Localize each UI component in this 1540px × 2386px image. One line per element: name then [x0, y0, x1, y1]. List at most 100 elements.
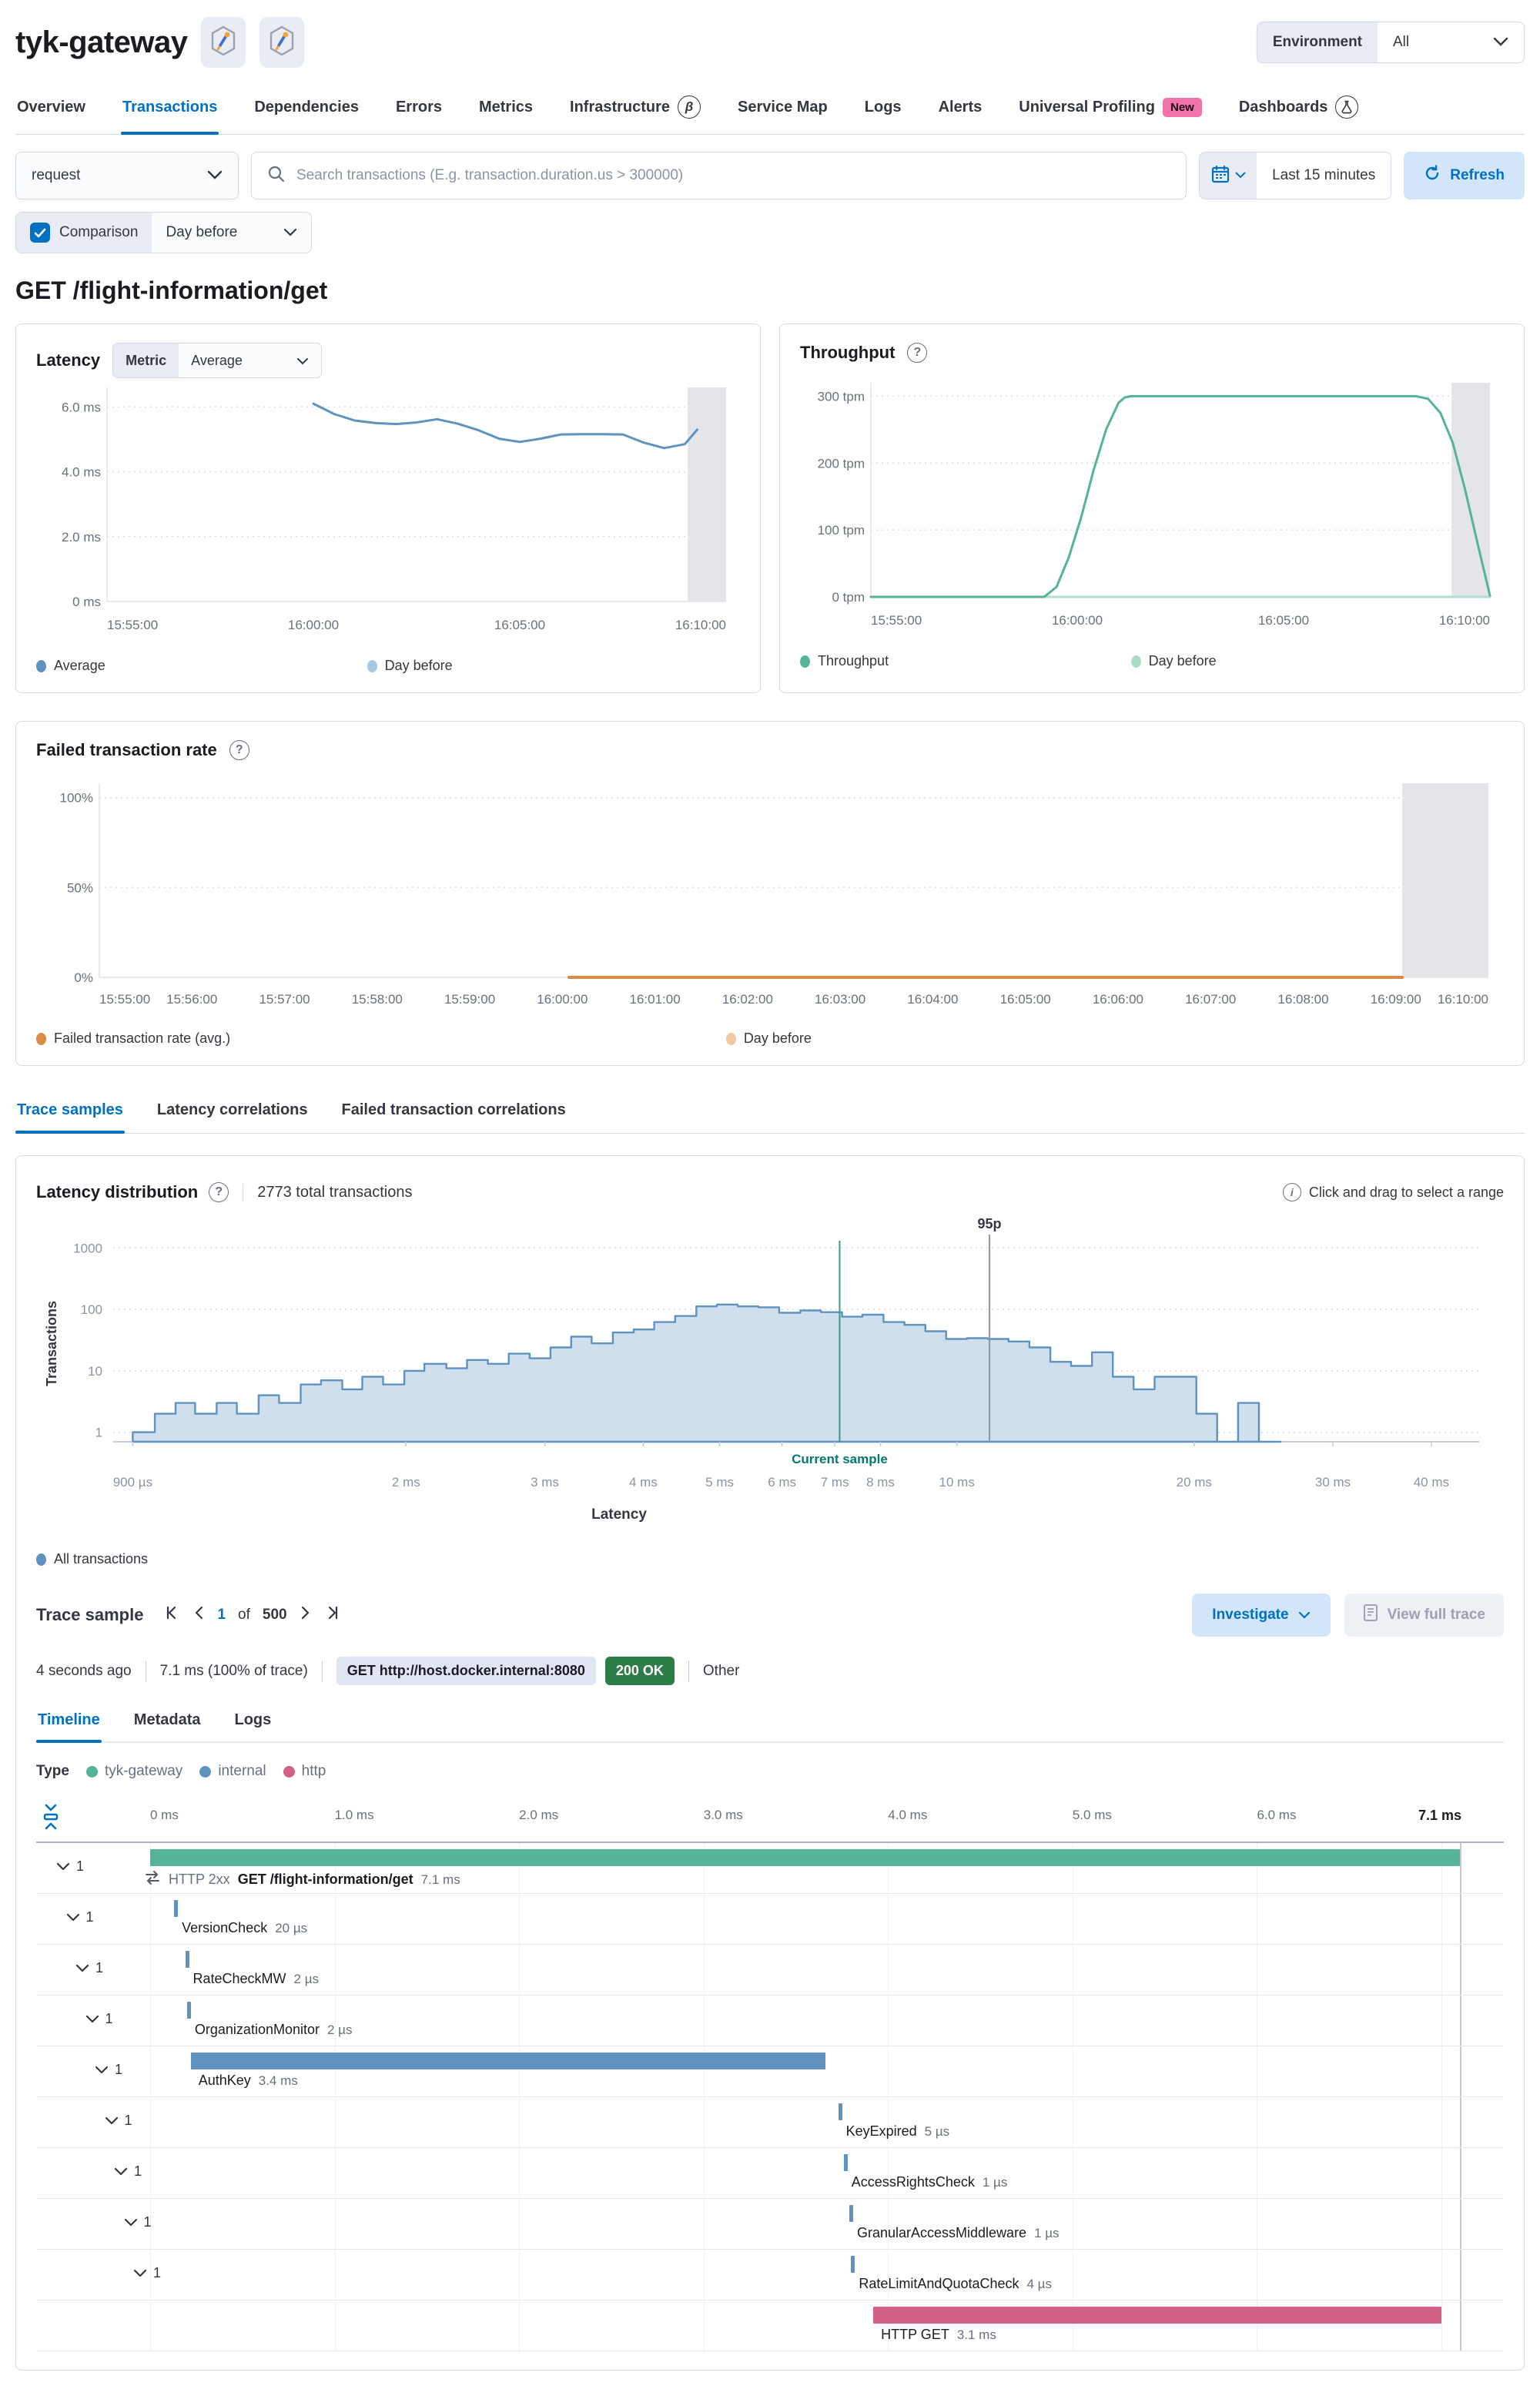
- beta-icon: β: [678, 96, 701, 119]
- waterfall-row[interactable]: 1 KeyExpired 5 µs: [36, 2097, 1504, 2148]
- agent-icon-button-2[interactable]: [259, 17, 305, 68]
- svg-text:100 tpm: 100 tpm: [818, 523, 865, 538]
- tab-trace-samples[interactable]: Trace samples: [15, 1097, 125, 1134]
- expand-toggle[interactable]: 1: [114, 2163, 142, 2180]
- trace-url-badge[interactable]: GET http://host.docker.internal:8080: [336, 1657, 596, 1685]
- trace-tab-timeline[interactable]: Timeline: [36, 1708, 102, 1743]
- span-bar-accessrightscheck[interactable]: [843, 2154, 848, 2171]
- date-picker[interactable]: Last 15 minutes: [1199, 152, 1392, 199]
- tab-universal-profiling[interactable]: Universal Profiling New: [1017, 88, 1204, 134]
- svg-text:6.0 ms: 6.0 ms: [62, 400, 101, 414]
- waterfall-row[interactable]: 1 HTTP 2xx GET /flight-information/get 7.1 …: [36, 1843, 1504, 1894]
- comparison-select[interactable]: Day before: [152, 213, 312, 253]
- next-page-icon[interactable]: [300, 1605, 312, 1625]
- waterfall-row[interactable]: HTTP GET 3.1 ms: [36, 2301, 1504, 2351]
- span-bar-keyexpired[interactable]: [838, 2103, 842, 2120]
- waterfall-row[interactable]: 1 VersionCheck 20 µs: [36, 1894, 1504, 1945]
- tab-transactions[interactable]: Transactions: [120, 88, 219, 135]
- failed-rate-legend: Failed transaction rate (avg.) Day before: [36, 1030, 1504, 1047]
- prev-page-icon[interactable]: [192, 1605, 205, 1625]
- svg-text:16:09:00: 16:09:00: [1371, 992, 1421, 1007]
- tab-infrastructure[interactable]: Infrastructure β: [568, 88, 702, 134]
- waterfall-row[interactable]: 1 AuthKey 3.4 ms: [36, 2046, 1504, 2097]
- expand-toggle[interactable]: 1: [124, 2214, 152, 2230]
- environment-label: Environment: [1257, 22, 1378, 62]
- trace-tab-logs[interactable]: Logs: [234, 1711, 272, 1728]
- tab-overview[interactable]: Overview: [17, 98, 85, 116]
- latency-legend: Average Day before: [36, 658, 740, 674]
- type-dot-icon: [199, 1765, 212, 1778]
- legend-average[interactable]: Average: [36, 658, 367, 674]
- comparison-label: Comparison: [59, 224, 139, 240]
- legend-failed-transaction-rate-avg-[interactable]: Failed transaction rate (avg.): [36, 1030, 726, 1047]
- failed-rate-chart[interactable]: 0% 50% 100% 15:55:00 15:56:00 15:57:00 15:58:0…: [36, 768, 1502, 1022]
- tab-errors[interactable]: Errors: [395, 98, 442, 116]
- trace-status-badge[interactable]: 200 OK: [604, 1657, 675, 1685]
- expand-toggle[interactable]: 1: [85, 2011, 113, 2027]
- span-bar-granularaccessmiddleware[interactable]: [849, 2205, 853, 2222]
- expand-toggle[interactable]: 1: [105, 2113, 132, 2129]
- comparison-checkbox[interactable]: [30, 223, 50, 243]
- trace-tab-metadata[interactable]: Metadata: [133, 1711, 201, 1728]
- time-range-button[interactable]: Last 15 minutes: [1257, 152, 1391, 199]
- legend-day-before[interactable]: Day before: [725, 1030, 812, 1047]
- latency-metric-select[interactable]: Metric Average: [112, 343, 322, 378]
- time-range-value: Last 15 minutes: [1272, 167, 1376, 183]
- tab-metrics[interactable]: Metrics: [478, 98, 534, 116]
- first-page-icon[interactable]: [165, 1605, 180, 1625]
- help-icon[interactable]: ?: [229, 740, 249, 760]
- span-bar-authkey[interactable]: [190, 2053, 825, 2069]
- svg-text:15:55:00: 15:55:00: [871, 613, 922, 628]
- latency-panel: Latency Metric Average 0 ms 2.0 ms 4.0 ms 6…: [15, 323, 761, 693]
- comparison-value: Day before: [166, 224, 238, 240]
- span-bar-ratelimitandquotacheck[interactable]: [851, 2256, 855, 2273]
- expand-toggle[interactable]: 1: [56, 1858, 84, 1875]
- latency-distribution-chart[interactable]: 1 10 100 1000 Transactions 95p Current sample 9…: [36, 1215, 1502, 1546]
- expand-toggle[interactable]: 1: [133, 2265, 161, 2281]
- investigate-button[interactable]: Investigate: [1192, 1593, 1331, 1637]
- distribution-legend: All transactions: [36, 1551, 148, 1567]
- expand-toggle[interactable]: 1: [95, 2062, 122, 2078]
- legend-day-before[interactable]: Day before: [367, 658, 453, 674]
- tab-latency-correlations[interactable]: Latency correlations: [156, 1101, 308, 1118]
- waterfall-row[interactable]: 1 RateLimitAndQuotaCheck 4 µs: [36, 2250, 1504, 2301]
- last-page-icon[interactable]: [324, 1605, 340, 1625]
- search-transactions-input[interactable]: [296, 167, 1171, 184]
- latency-chart[interactable]: 0 ms 2.0 ms 4.0 ms 6.0 ms 15:55:00 16:00:00 16…: [36, 378, 734, 649]
- tab-alerts[interactable]: Alerts: [938, 98, 983, 116]
- tab-service-map[interactable]: Service Map: [738, 98, 828, 116]
- svg-text:2 ms: 2 ms: [392, 1475, 420, 1490]
- timeline-tabs: Timeline Metadata Logs: [36, 1708, 1504, 1743]
- refresh-button[interactable]: Refresh: [1404, 152, 1525, 199]
- svg-text:15:58:00: 15:58:00: [352, 992, 403, 1007]
- help-icon[interactable]: ?: [907, 343, 928, 363]
- view-full-trace-button[interactable]: View full trace: [1344, 1593, 1504, 1637]
- span-bar-versioncheck[interactable]: [174, 1900, 179, 1917]
- ruler-tick: 6.0 ms: [1257, 1808, 1297, 1822]
- span-label: RateLimitAndQuotaCheck 4 µs: [859, 2276, 1052, 2291]
- agent-icon-button[interactable]: [201, 17, 246, 68]
- help-icon[interactable]: ?: [209, 1182, 229, 1202]
- waterfall-row[interactable]: 1 GranularAccessMiddleware 1 µs: [36, 2199, 1504, 2250]
- expand-toggle[interactable]: 1: [75, 1960, 103, 1976]
- tab-failed-transaction-correlations[interactable]: Failed transaction correlations: [341, 1101, 566, 1118]
- environment-select[interactable]: Environment All: [1256, 22, 1525, 63]
- tab-logs[interactable]: Logs: [864, 98, 902, 116]
- expand-toggle[interactable]: 1: [66, 1909, 94, 1925]
- span-bar-get-flight-information-get[interactable]: [150, 1849, 1460, 1866]
- waterfall-row[interactable]: 1 AccessRightsCheck 1 µs: [36, 2148, 1504, 2199]
- document-icon: [1363, 1604, 1378, 1627]
- legend-day-before[interactable]: Day before: [1130, 653, 1217, 669]
- calendar-button[interactable]: [1200, 152, 1257, 199]
- legend-throughput[interactable]: Throughput: [800, 653, 1131, 669]
- span-bar-http-get[interactable]: [873, 2307, 1442, 2324]
- throughput-chart[interactable]: 0 tpm 100 tpm 200 tpm 300 tpm 15:55:00 16:00:…: [800, 374, 1498, 645]
- waterfall-row[interactable]: 1 RateCheckMW 2 µs: [36, 1945, 1504, 1996]
- span-bar-organizationmonitor[interactable]: [186, 2002, 191, 2019]
- tab-dependencies[interactable]: Dependencies: [254, 98, 359, 116]
- tab-dashboards[interactable]: Dashboards: [1237, 88, 1361, 134]
- span-bar-ratecheckmw[interactable]: [185, 1951, 189, 1968]
- collapse-all-icon[interactable]: [41, 1803, 61, 1835]
- transaction-type-select[interactable]: request: [15, 152, 239, 199]
- waterfall-row[interactable]: 1 OrganizationMonitor 2 µs: [36, 1996, 1504, 2046]
